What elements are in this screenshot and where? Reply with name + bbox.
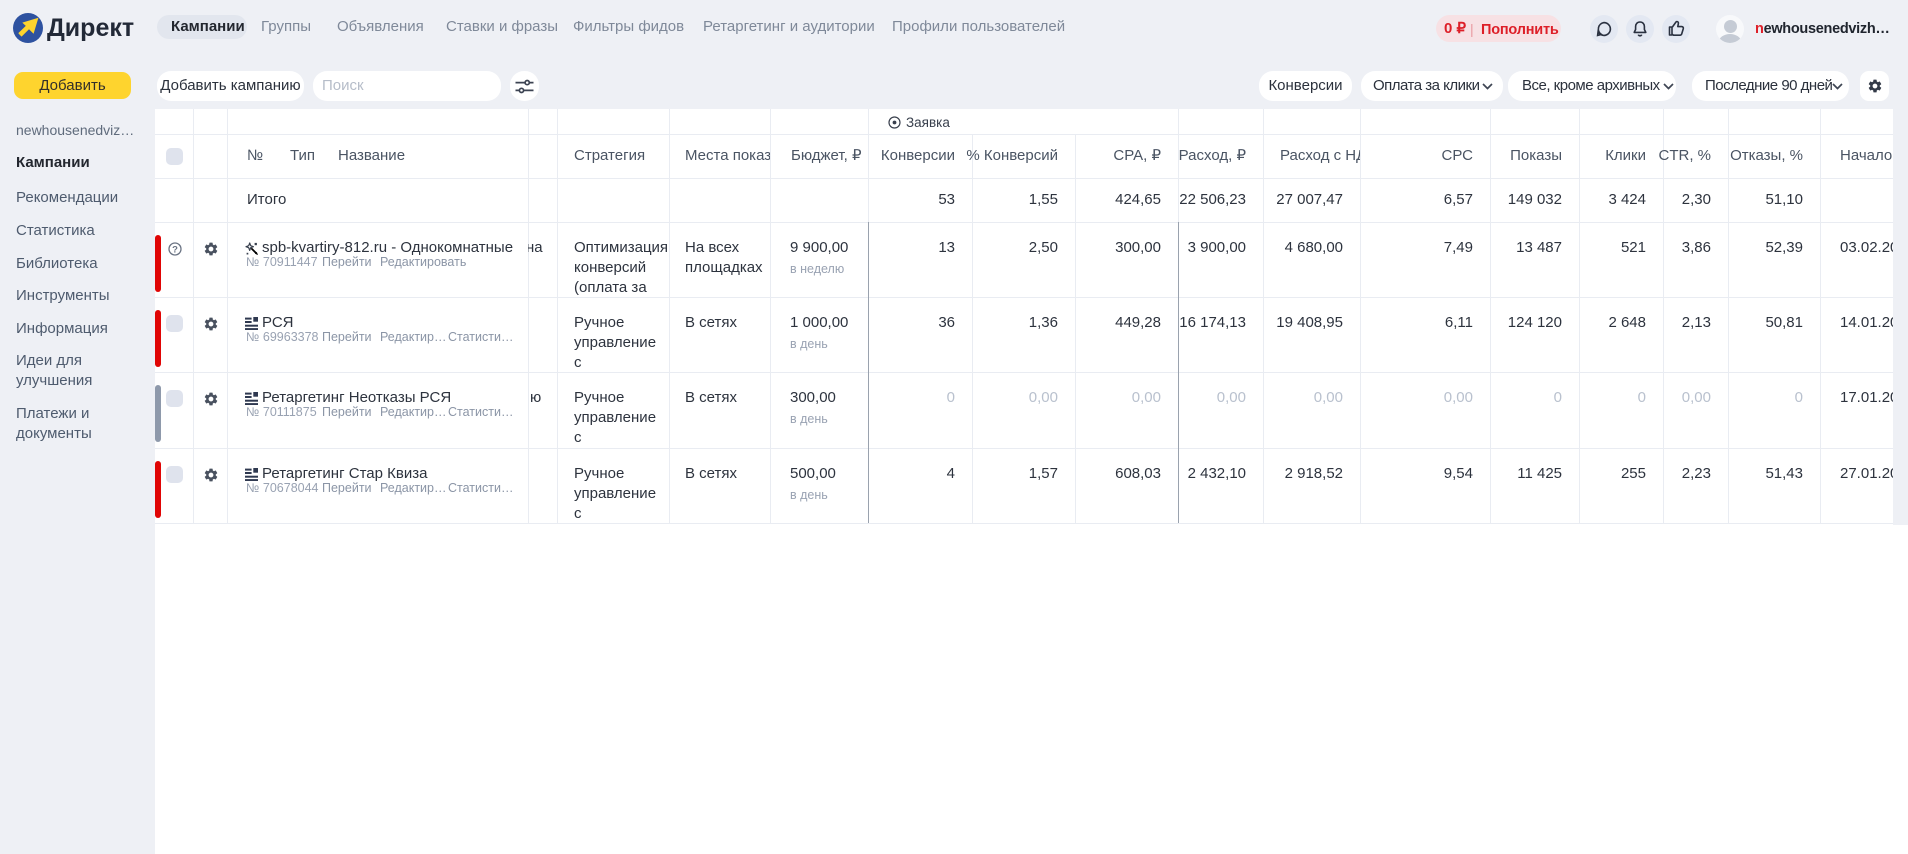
svg-text:?: ?: [172, 244, 178, 255]
